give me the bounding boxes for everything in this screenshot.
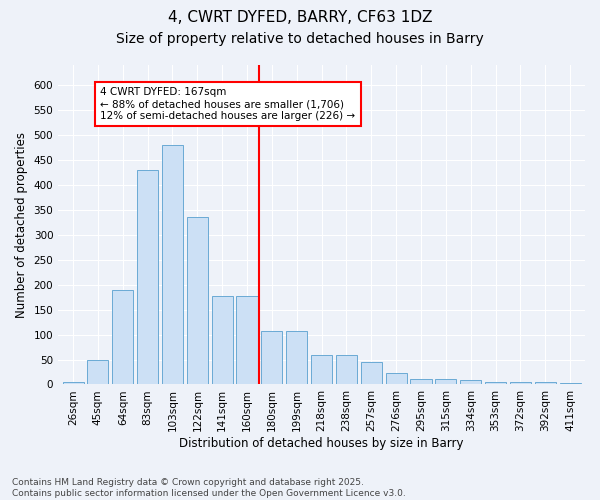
X-axis label: Distribution of detached houses by size in Barry: Distribution of detached houses by size … xyxy=(179,437,464,450)
Bar xyxy=(62,382,83,384)
Bar xyxy=(535,382,556,384)
Bar xyxy=(137,170,158,384)
Bar xyxy=(485,382,506,384)
Bar xyxy=(262,330,283,384)
Bar xyxy=(286,330,307,384)
Bar xyxy=(460,380,481,384)
Bar xyxy=(386,374,407,384)
Bar xyxy=(88,360,109,384)
Text: 4 CWRT DYFED: 167sqm
← 88% of detached houses are smaller (1,706)
12% of semi-de: 4 CWRT DYFED: 167sqm ← 88% of detached h… xyxy=(100,88,356,120)
Bar xyxy=(336,354,357,384)
Bar xyxy=(311,354,332,384)
Bar xyxy=(162,145,183,384)
Bar xyxy=(435,379,457,384)
Bar xyxy=(236,296,257,384)
Bar xyxy=(212,296,233,384)
Text: Size of property relative to detached houses in Barry: Size of property relative to detached ho… xyxy=(116,32,484,46)
Bar xyxy=(560,383,581,384)
Bar xyxy=(510,382,531,384)
Y-axis label: Number of detached properties: Number of detached properties xyxy=(15,132,28,318)
Bar xyxy=(410,379,431,384)
Text: 4, CWRT DYFED, BARRY, CF63 1DZ: 4, CWRT DYFED, BARRY, CF63 1DZ xyxy=(168,10,432,25)
Bar xyxy=(112,290,133,384)
Text: Contains HM Land Registry data © Crown copyright and database right 2025.
Contai: Contains HM Land Registry data © Crown c… xyxy=(12,478,406,498)
Bar xyxy=(361,362,382,384)
Bar xyxy=(187,217,208,384)
